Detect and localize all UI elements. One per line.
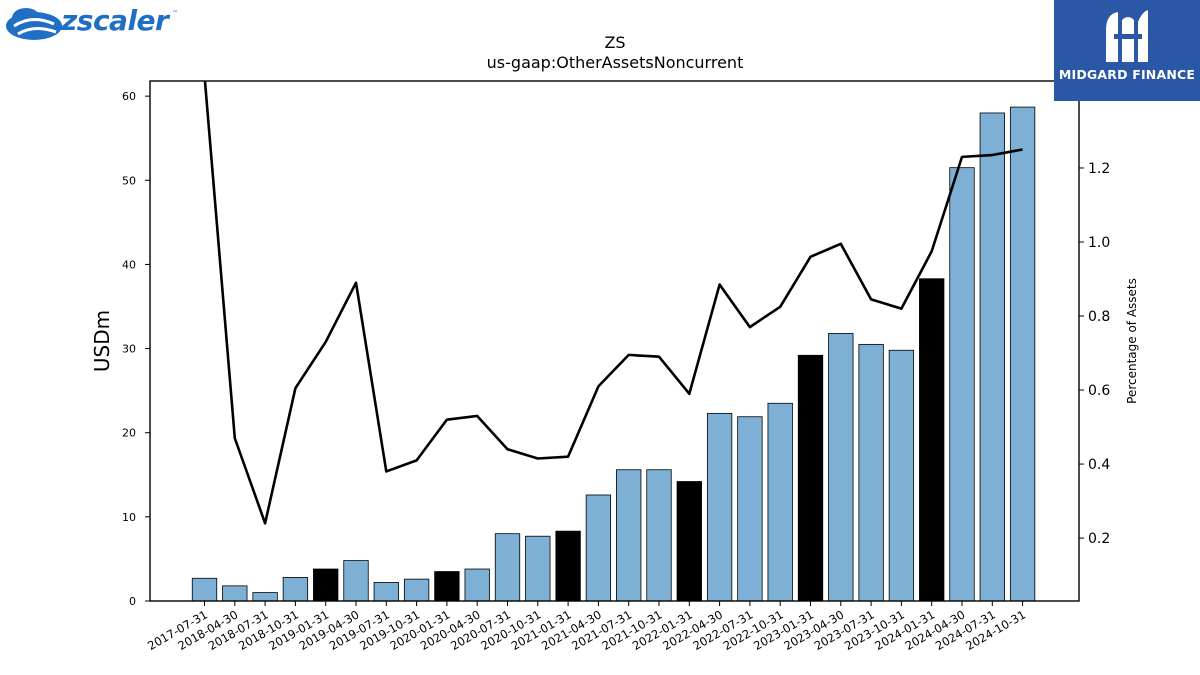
- axes: [149, 80, 1080, 602]
- y2-tick-label: 0.2: [1088, 531, 1110, 547]
- chart-subtitle: us-gaap:OtherAssetsNoncurrent: [487, 53, 744, 72]
- bar-2020-01-31: [434, 571, 460, 602]
- midgard-finance-logo-icon: [1106, 10, 1148, 62]
- plot-frame: [149, 80, 1080, 602]
- bar-2023-01-31: [797, 354, 824, 602]
- y-tick-label: 60: [122, 90, 136, 103]
- bar-2020-10-31: [525, 535, 551, 602]
- y-tick-label: 0: [129, 595, 136, 608]
- bar-2021-04-30: [585, 494, 612, 602]
- bar-2021-10-31: [646, 469, 672, 602]
- zscaler-wordmark: zscaler: [61, 4, 169, 37]
- bar-2024-10-31: [1009, 106, 1036, 602]
- bar-2024-04-30: [949, 167, 975, 602]
- bar-2024-01-31: [919, 278, 945, 602]
- bar-2019-07-31: [373, 582, 399, 602]
- bar-2022-01-31: [676, 481, 702, 602]
- bar-2021-01-31: [555, 530, 581, 602]
- bar-2018-04-30: [222, 585, 248, 602]
- bar-2021-07-31: [616, 469, 642, 602]
- y-tick-label: 50: [122, 174, 136, 187]
- zscaler-logo: zscaler ™: [4, 4, 184, 44]
- bar-2019-01-31: [313, 568, 339, 602]
- bar-2020-07-31: [494, 533, 521, 602]
- bar-2022-04-30: [706, 412, 733, 602]
- midgard-finance-wordmark: MIDGARD FINANCE: [1058, 67, 1196, 82]
- midgard-finance-logo: MIDGARD FINANCE: [1054, 0, 1200, 101]
- bar-2023-07-31: [858, 343, 884, 602]
- bar-2019-10-31: [403, 578, 430, 602]
- y2-tick-label: 1.2: [1088, 161, 1110, 177]
- y-tick-label: 20: [122, 427, 136, 440]
- bar-2023-04-30: [828, 333, 854, 602]
- bar-2018-10-31: [282, 577, 309, 602]
- y-tick-label: 10: [122, 511, 136, 524]
- percentage-line: [203, 81, 1023, 525]
- zscaler-trademark: ™: [172, 10, 178, 17]
- right-axis-ticks: 0.20.40.60.81.01.21.4: [1079, 87, 1110, 547]
- bar-2022-07-31: [737, 416, 763, 602]
- x-axis-ticks: 2017-07-312018-04-302018-07-312018-10-31…: [145, 601, 1028, 653]
- bar-2022-10-31: [767, 402, 793, 602]
- bar-2020-04-30: [464, 568, 490, 602]
- left-axis-ticks: 0 10 20 30 40 50 60: [122, 90, 150, 608]
- y2-tick-label: 0.8: [1088, 309, 1110, 325]
- y-tick-label: 40: [122, 258, 136, 271]
- y2-tick-label: 0.6: [1088, 383, 1110, 399]
- y2-tick-label: 1.0: [1088, 235, 1110, 251]
- y2-tick-label: 0.4: [1088, 457, 1110, 473]
- bar-2023-10-31: [888, 349, 915, 602]
- y-tick-label: 30: [122, 343, 136, 356]
- y-axis-label: USDm: [90, 310, 114, 372]
- zscaler-cloud-logo-icon: [6, 8, 62, 40]
- bar-2024-07-31: [979, 112, 1005, 602]
- y2-axis-label: Percentage of Assets: [1125, 278, 1139, 404]
- bar-2017-07-31: [191, 577, 218, 602]
- bar-2019-04-30: [343, 560, 369, 602]
- chart-title: ZS: [604, 33, 625, 52]
- bar-2018-07-31: [252, 592, 278, 602]
- bar-series: [191, 106, 1036, 602]
